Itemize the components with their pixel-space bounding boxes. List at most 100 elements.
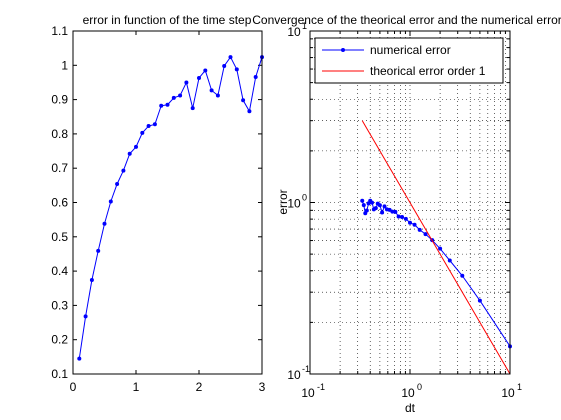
left-data-point [203,68,208,73]
left-data-point [190,106,195,111]
left-y-tick-label: 0.9 [51,93,68,107]
left-plot: 0 1 2 3 0.1 0.2 0.3 0.4 0.5 0.6 0.7 0.8 0.9 1 1.1 erro… [51,13,265,394]
left-y-tick-label: 1 [61,58,68,72]
left-data-point [152,122,157,127]
left-data-point [209,88,214,93]
left-x-tick-label: 1 [133,380,140,394]
left-x-tick-label: 3 [259,380,266,394]
right-x-tick-exp: 1 [517,382,522,392]
right-x-tick-exp: 0 [417,382,422,392]
right-data-point [423,232,428,237]
left-data-point [108,199,113,204]
left-y-tick-label: 0.4 [51,264,68,278]
left-data-point [253,74,258,79]
right-y-tick-label: 10 1 [287,21,307,39]
right-y-tick-base: 10 [287,368,301,382]
left-x-tick-label: 2 [196,380,203,394]
left-y-tick-label: 0.2 [51,333,68,347]
right-data-point [438,246,443,251]
left-data-point [159,103,164,108]
left-series-line [78,56,263,359]
right-y-tick-base: 10 [287,25,301,39]
right-plot: 10 -1 10 0 10 110 -110 010 1 Convergence of the … [252,13,561,415]
left-data-point [134,144,138,149]
left-data-point [215,93,220,98]
right-data-point [360,198,365,203]
left-y-tick-label: 0.8 [51,127,68,141]
right-data-point [384,207,389,212]
left-data-point [115,181,120,186]
right-data-point [371,207,376,212]
left-data-point [146,124,151,129]
left-data-point [140,130,145,135]
right-data-point [460,273,465,278]
right-x-tick-label: 10 0 [401,382,422,400]
left-y-tick-label: 0.5 [51,230,68,244]
right-y-tick-label: 10 0 [287,193,307,211]
right-series [360,120,512,375]
right-x-axis-label: dt [405,401,416,415]
right-data-point [375,201,380,206]
right-y-tick-base: 10 [287,197,301,211]
left-data-point [89,278,94,283]
right-tick-labels: 10 -1 10 0 10 110 -110 010 1 [287,21,522,400]
left-plot-title: error in function of the time step [83,13,252,27]
right-data-point [366,201,371,206]
left-data-point [197,75,201,80]
right-data-point [393,209,398,214]
right-x-tick-label: 10 1 [501,382,522,400]
legend-label-numerical-error: numerical error [370,43,451,57]
legend-label-theorical-error: theorical error order 1 [370,64,486,78]
left-data-point [184,80,189,85]
right-data-point [477,298,482,303]
right-x-tick-label: 10 -1 [301,382,325,400]
right-plot-title: Convergence of the theorical error and t… [252,13,561,27]
right-y-tick-exp: 0 [302,193,307,203]
left-data-point [241,98,246,103]
left-y-tick-label: 1.1 [51,24,68,38]
right-x-tick-base: 10 [501,386,515,400]
left-data-point [222,63,227,68]
left-y-tick-label: 0.1 [51,367,68,381]
right-x-tick-base: 10 [301,386,315,400]
right-data-point [412,222,417,227]
legend-marker-numerical-error [341,48,345,52]
legend: numerical error theorical error order 1 [314,37,504,84]
left-data-point [165,102,170,107]
legend-box [314,37,504,84]
right-y-tick-exp: -1 [302,364,310,374]
left-data-point [228,55,233,60]
right-data-point [417,227,422,232]
left-data-point [96,248,101,253]
right-data-point [408,220,412,225]
right-y-axis-label: error [276,189,290,214]
left-data-point [234,67,239,72]
right-data-point [447,258,452,263]
right-data-point [400,215,405,220]
right-series-line-1 [361,120,511,375]
left-plot-area [73,31,262,374]
right-x-tick-exp: -1 [317,382,325,392]
right-data-point [361,203,366,208]
right-plot-frame [309,30,511,375]
left-series [77,55,264,361]
left-data-point [247,109,252,114]
left-y-tick-label: 0.6 [51,196,68,210]
right-y-tick-exp: 1 [302,21,307,31]
right-data-point [396,214,401,219]
left-data-point [178,93,183,98]
left-x-tick-label: 0 [70,380,77,394]
left-data-point [121,168,126,173]
left-data-point [171,95,176,100]
right-data-point [363,211,368,216]
left-data-point [83,314,88,319]
left-data-point [102,221,107,226]
left-data-point [127,151,132,156]
left-y-tick-label: 0.7 [51,161,68,175]
right-y-tick-label: 10 -1 [287,364,310,382]
right-data-point [403,216,408,221]
left-y-tick-label: 0.3 [51,298,68,312]
right-data-point [382,204,387,209]
right-data-point [380,210,385,215]
